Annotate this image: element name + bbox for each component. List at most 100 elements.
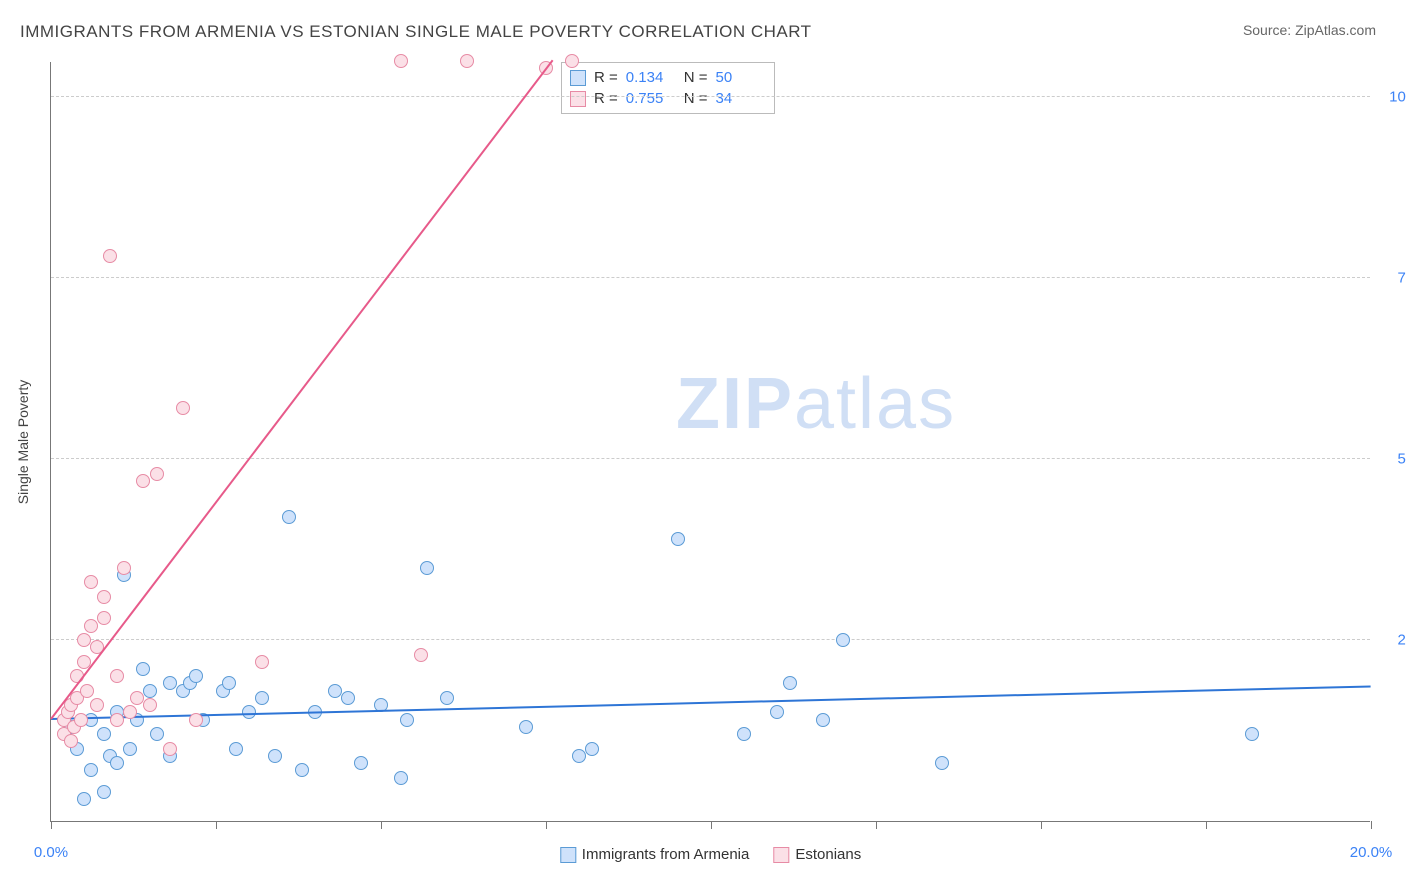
- data-point: [143, 684, 157, 698]
- data-point: [394, 54, 408, 68]
- data-point: [97, 590, 111, 604]
- r-label: R =: [594, 90, 618, 107]
- x-tick: [1206, 821, 1207, 829]
- x-tick: [1371, 821, 1372, 829]
- x-tick: [1041, 821, 1042, 829]
- data-point: [255, 655, 269, 669]
- data-point: [130, 691, 144, 705]
- y-tick-label: 25.0%: [1397, 632, 1406, 649]
- data-point: [460, 54, 474, 68]
- data-point: [74, 713, 88, 727]
- y-tick-label: 100.0%: [1389, 89, 1406, 106]
- data-point: [64, 734, 78, 748]
- data-point: [585, 742, 599, 756]
- data-point: [97, 611, 111, 625]
- legend-label: Immigrants from Armenia: [582, 846, 750, 863]
- data-point: [110, 756, 124, 770]
- r-value: 0.134: [626, 69, 676, 86]
- x-tick-label: 20.0%: [1350, 844, 1393, 861]
- data-point: [84, 763, 98, 777]
- x-tick: [381, 821, 382, 829]
- data-point: [394, 771, 408, 785]
- data-point: [354, 756, 368, 770]
- data-point: [123, 705, 137, 719]
- data-point: [816, 713, 830, 727]
- data-point: [176, 401, 190, 415]
- data-point: [255, 691, 269, 705]
- watermark: ZIPatlas: [676, 363, 956, 445]
- data-point: [671, 532, 685, 546]
- data-point: [163, 742, 177, 756]
- data-point: [189, 669, 203, 683]
- data-point: [328, 684, 342, 698]
- swatch-series-1: [570, 70, 586, 86]
- data-point: [400, 713, 414, 727]
- x-tick: [711, 821, 712, 829]
- data-point: [150, 727, 164, 741]
- legend: Immigrants from Armenia Estonians: [560, 846, 861, 863]
- source-label: Source: ZipAtlas.com: [1243, 22, 1376, 38]
- data-point: [565, 54, 579, 68]
- data-point: [420, 561, 434, 575]
- legend-item: Immigrants from Armenia: [560, 846, 750, 863]
- n-label: N =: [684, 69, 708, 86]
- n-value: 34: [716, 90, 766, 107]
- gridline: [51, 96, 1370, 97]
- data-point: [136, 474, 150, 488]
- data-point: [229, 742, 243, 756]
- data-point: [572, 749, 586, 763]
- data-point: [103, 249, 117, 263]
- data-point: [90, 698, 104, 712]
- data-point: [341, 691, 355, 705]
- x-tick: [51, 821, 52, 829]
- data-point: [97, 785, 111, 799]
- legend-swatch-1: [560, 847, 576, 863]
- data-point: [77, 633, 91, 647]
- gridline: [51, 277, 1370, 278]
- data-point: [84, 575, 98, 589]
- y-axis-label: Single Male Poverty: [15, 379, 31, 504]
- data-point: [110, 713, 124, 727]
- y-tick-label: 50.0%: [1397, 451, 1406, 468]
- data-point: [163, 676, 177, 690]
- data-point: [110, 669, 124, 683]
- x-tick-label: 0.0%: [34, 844, 68, 861]
- data-point: [189, 713, 203, 727]
- trend-line: [50, 59, 553, 719]
- data-point: [97, 727, 111, 741]
- data-point: [123, 742, 137, 756]
- chart-area: Single Male Poverty ZIPatlas R = 0.134 N…: [50, 62, 1370, 822]
- data-point: [836, 633, 850, 647]
- data-point: [1245, 727, 1259, 741]
- legend-label: Estonians: [795, 846, 861, 863]
- x-tick: [876, 821, 877, 829]
- data-point: [136, 662, 150, 676]
- x-tick: [546, 821, 547, 829]
- data-point: [737, 727, 751, 741]
- stats-row: R = 0.755 N = 34: [570, 88, 766, 109]
- data-point: [84, 619, 98, 633]
- trend-line: [51, 685, 1371, 720]
- data-point: [519, 720, 533, 734]
- legend-swatch-2: [773, 847, 789, 863]
- legend-item: Estonians: [773, 846, 861, 863]
- y-tick-label: 75.0%: [1397, 270, 1406, 287]
- data-point: [282, 510, 296, 524]
- watermark-atlas: atlas: [794, 364, 956, 444]
- data-point: [268, 749, 282, 763]
- r-label: R =: [594, 69, 618, 86]
- gridline: [51, 639, 1370, 640]
- data-point: [77, 792, 91, 806]
- data-point: [770, 705, 784, 719]
- chart-title: IMMIGRANTS FROM ARMENIA VS ESTONIAN SING…: [20, 22, 812, 42]
- n-value: 50: [716, 69, 766, 86]
- data-point: [222, 676, 236, 690]
- data-point: [143, 698, 157, 712]
- data-point: [414, 648, 428, 662]
- data-point: [80, 684, 94, 698]
- data-point: [783, 676, 797, 690]
- data-point: [295, 763, 309, 777]
- n-label: N =: [684, 90, 708, 107]
- watermark-zip: ZIP: [676, 364, 794, 444]
- stats-row: R = 0.134 N = 50: [570, 67, 766, 88]
